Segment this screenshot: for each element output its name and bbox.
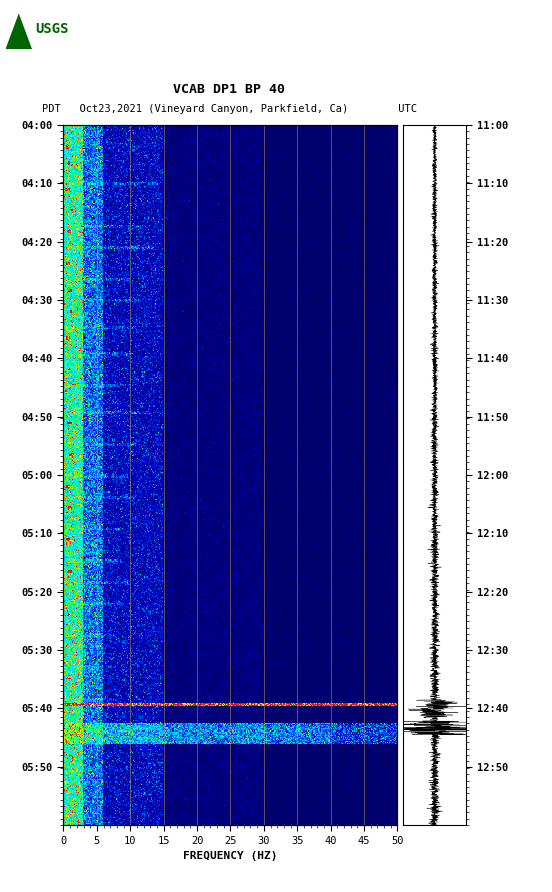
Text: PDT   Oct23,2021 (Vineyard Canyon, Parkfield, Ca)        UTC: PDT Oct23,2021 (Vineyard Canyon, Parkfie… (41, 104, 417, 114)
X-axis label: FREQUENCY (HZ): FREQUENCY (HZ) (183, 851, 278, 861)
Text: USGS: USGS (35, 22, 69, 37)
Text: VCAB DP1 BP 40: VCAB DP1 BP 40 (173, 83, 285, 96)
Polygon shape (6, 13, 32, 49)
